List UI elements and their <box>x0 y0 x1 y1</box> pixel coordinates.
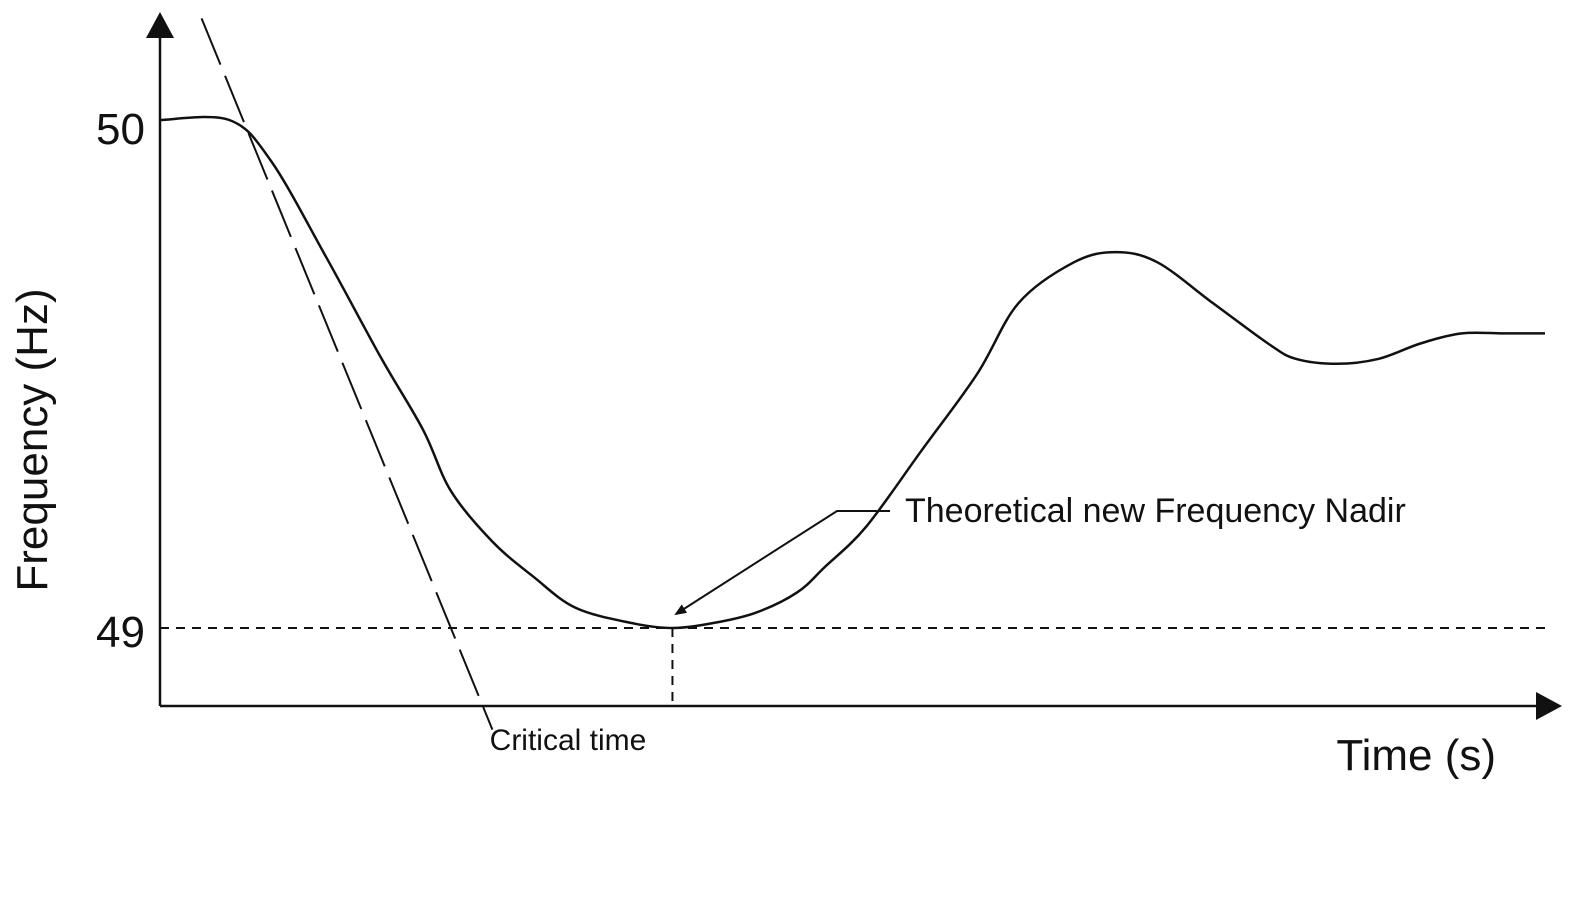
critical-time-label: Critical time <box>490 724 647 757</box>
nadir-annotation-label: Theoretical new Frequency Nadir <box>905 492 1406 530</box>
nadir-callout-line <box>674 510 890 616</box>
x-axis-arrow <box>1536 692 1562 720</box>
y-axis-arrow <box>146 12 174 38</box>
tangent-line <box>200 18 494 730</box>
x-axis-title: Time (s) <box>1336 731 1496 780</box>
y-axis-title: Frequency (Hz) <box>8 288 57 591</box>
y-tick-label-49: 49 <box>96 608 145 657</box>
y-tick-label-50: 50 <box>96 105 145 154</box>
axes <box>146 12 1562 720</box>
series-line-frequency <box>159 115 1545 630</box>
